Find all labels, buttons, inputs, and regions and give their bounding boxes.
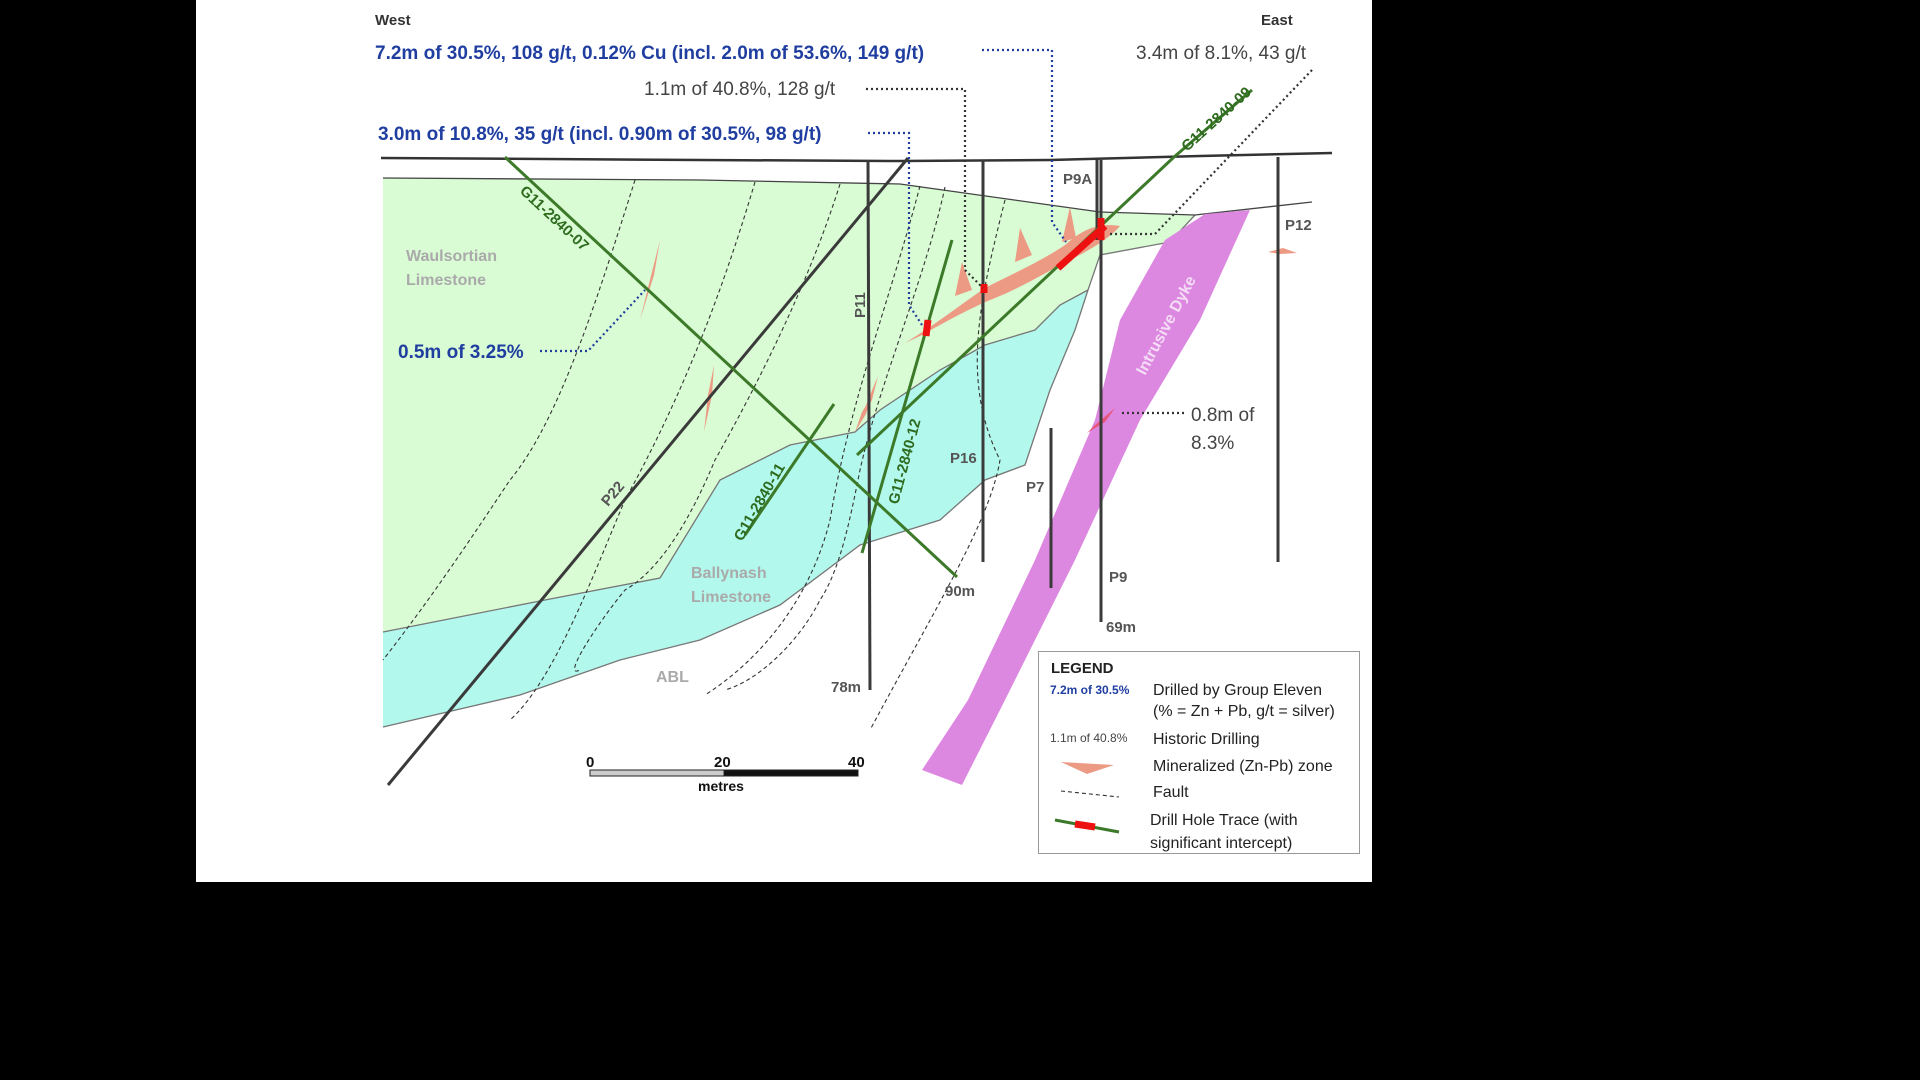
mineral-lens-1 <box>640 240 660 320</box>
label-waulsortian-1: Waulsortian <box>406 248 497 265</box>
label-depth-69: 69m <box>1106 619 1136 636</box>
intercept-g09 <box>1055 223 1108 271</box>
callout-gr-mid: 3.0m of 10.8%, 35 g/t (incl. 0.90m of 30… <box>378 124 822 145</box>
leader-gr-mid <box>868 131 923 326</box>
label-ballynash-2: Limestone <box>691 589 771 606</box>
hole-p11 <box>866 159 872 691</box>
leader-lines-blue <box>540 48 1067 353</box>
bedrock-top <box>382 177 1313 216</box>
label-p9: P9 <box>1109 569 1127 586</box>
east-label: East <box>1261 12 1293 29</box>
legend-graphics: LEGEND 7.2m of 30.5% Drilled by Group El… <box>1050 660 1335 852</box>
group-eleven-holes <box>503 88 1253 579</box>
hole-g12 <box>860 239 954 554</box>
fault-5 <box>724 186 946 691</box>
ballynash-unit <box>383 290 1088 727</box>
scale-unit: metres <box>698 778 744 794</box>
legend-box: LEGEND 7.2m of 30.5% Drilled by Group El… <box>1038 651 1360 854</box>
legend-title: LEGEND <box>1051 660 1114 677</box>
fault-4 <box>704 185 921 696</box>
hole-g09-ext <box>1173 88 1253 159</box>
mineral-lens-p12 <box>1268 248 1297 254</box>
scale-tick-40: 40 <box>848 754 865 771</box>
fault-1 <box>382 179 636 661</box>
label-depth-78: 78m <box>831 679 861 696</box>
legend-trace-desc-1: Drill Hole Trace (with <box>1150 812 1298 829</box>
label-waulsortian-2: Limestone <box>406 272 486 289</box>
intercept-g12 <box>922 319 932 337</box>
west-label: West <box>375 12 411 29</box>
label-p12: P12 <box>1285 217 1312 234</box>
leader-lines-black <box>866 69 1313 415</box>
contact-line-upper <box>382 214 1196 633</box>
intrusive-dyke <box>922 210 1250 785</box>
label-g09: G11-2840-09 <box>1178 84 1254 155</box>
legend-fault-desc: Fault <box>1153 784 1189 801</box>
label-p16: P16 <box>950 450 977 467</box>
legend-mineral-swatch <box>1061 762 1114 774</box>
leader-gr-top <box>982 48 1067 243</box>
label-p11: P11 <box>852 292 869 318</box>
main-mineral-body <box>905 225 1120 343</box>
scale-tick-20: 20 <box>714 754 731 771</box>
intercepts <box>922 218 1108 337</box>
hole-g09 <box>855 155 1176 457</box>
label-abl: ABL <box>656 669 689 686</box>
cross-section-diagram: West East 7.2m of 30.5%, 108 g/t, 0.12% … <box>375 12 1333 794</box>
scale-tick-0: 0 <box>586 754 594 771</box>
legend-intercept-swatch <box>1074 820 1096 831</box>
callout-gr-top: 7.2m of 30.5%, 108 g/t, 0.12% Cu (incl. … <box>375 43 924 64</box>
callout-hist-3a: 0.8m of <box>1191 405 1255 426</box>
label-ballynash-1: Ballynash <box>691 565 767 582</box>
historic-holes <box>386 157 1280 786</box>
leader-hist-2 <box>1108 69 1313 236</box>
legend-trace-desc-2: significant intercept) <box>1150 835 1292 852</box>
label-p7: P7 <box>1026 479 1044 496</box>
scale-bar: 0 20 40 metres <box>586 754 865 794</box>
label-depth-90: 90m <box>945 583 975 600</box>
mineral-spike-3 <box>955 262 972 296</box>
legend-hist-desc: Historic Drilling <box>1153 731 1260 748</box>
hole-g11 <box>743 403 836 536</box>
callout-hist-2: 3.4m of 8.1%, 43 g/t <box>1136 43 1307 64</box>
callout-hist-1: 1.1m of 40.8%, 128 g/t <box>644 79 836 100</box>
fault-3 <box>574 183 841 672</box>
legend-gr-desc-1: Drilled by Group Eleven <box>1153 682 1322 699</box>
legend-hist-sample: 1.1m of 40.8% <box>1050 731 1128 745</box>
legend-gr-desc-2: (% = Zn + Pb, g/t = silver) <box>1153 703 1335 720</box>
label-p9a: P9A <box>1063 171 1092 188</box>
ground-surface <box>380 151 1333 163</box>
hole-g07 <box>503 155 959 579</box>
callout-hist-3b: 8.3% <box>1191 433 1234 454</box>
leader-gr-left <box>540 289 646 353</box>
legend-gr-sample: 7.2m of 30.5% <box>1050 683 1130 697</box>
mineral-spike-1 <box>1062 207 1076 242</box>
callout-gr-left: 0.5m of 3.25% <box>398 342 524 363</box>
mineral-spike-2 <box>1015 228 1032 262</box>
legend-fault-swatch <box>1060 790 1120 798</box>
legend-min-desc: Mineralized (Zn-Pb) zone <box>1153 758 1333 775</box>
contact-line-lower <box>382 289 1089 728</box>
hole-p22 <box>386 157 910 786</box>
